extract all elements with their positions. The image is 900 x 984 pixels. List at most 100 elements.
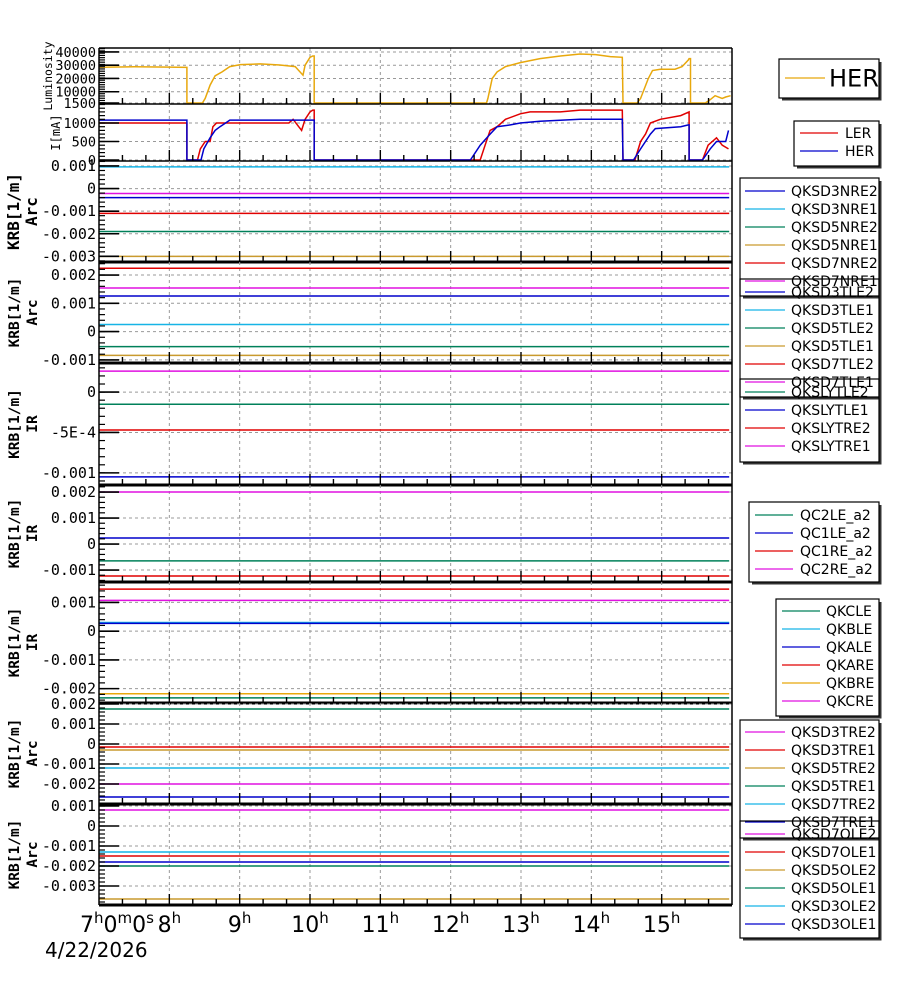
legend-label: QKSD7NRE1 <box>791 274 878 290</box>
panel-7: 0.002 0.001 0 -0.001 -0.002 KRB[1/m] Arc <box>7 695 733 806</box>
y-axis-label: KRB[1/m] <box>7 278 23 348</box>
legend-item: QKSD3TLE1 <box>745 303 874 319</box>
legend-label: QKCRE <box>826 694 874 710</box>
y-tick-label: 0 <box>88 153 96 169</box>
y-tick-label: -0.003 <box>42 877 96 895</box>
legend-item: QC1LE_a2 <box>755 526 871 542</box>
legend-label: QKSD5TRE2 <box>791 761 876 777</box>
y-ticks <box>99 48 119 104</box>
legend-shadow <box>797 124 882 169</box>
y-tick-label: 500 <box>72 135 96 151</box>
y-axis-label: IR <box>25 415 41 433</box>
y-ticks <box>99 486 119 582</box>
y-tick-label: -0.002 <box>42 225 96 243</box>
y-tick-label: 0 <box>87 622 96 640</box>
legend-box <box>739 719 880 839</box>
legend-shadow <box>743 382 882 465</box>
grid <box>99 703 732 804</box>
y-tick-label: -5E-4 <box>51 423 96 441</box>
legend-item: QKSLYTLE2 <box>745 385 869 401</box>
legend-item: QKSD7TRE2 <box>745 797 876 813</box>
legend-item: QKCRE <box>782 694 874 710</box>
y-tick-label: 0 <box>87 383 96 401</box>
legend-panel-4: QKSLYTLE2 QKSLYTLE1 QKSLYTRE2 QKSLYTRE1 <box>739 378 882 465</box>
x-tick-label: 15h <box>643 909 681 938</box>
legend-item: QKSLYTRE2 <box>745 421 871 437</box>
series-group <box>99 491 730 577</box>
y-tick-label: 0 <box>87 323 96 341</box>
legend-panel-7: QKSD3TRE2 QKSD3TRE1 QKSD5TRE2 QKSD5TRE1 QKSD… <box>739 719 882 841</box>
series-her-line <box>99 118 730 161</box>
legend-item: QKSD5OLE1 <box>745 881 876 897</box>
y-tick-label: -0.001 <box>42 561 96 579</box>
legend-label: QKSD3NRE1 <box>791 202 878 218</box>
y-ticks <box>99 160 119 262</box>
y-tick-label: -0.001 <box>42 837 96 855</box>
panel-3: 0.002 0.001 0 -0.001 KRB[1/m] Arc <box>7 262 733 369</box>
legend-label: QKSD3TRE1 <box>791 743 876 759</box>
legend-label: QKSD7OLE2 <box>791 827 876 843</box>
legend-box <box>739 278 880 398</box>
legend-item: QKALE <box>782 640 872 656</box>
chart-panels: 150010000200003000040000Luminosity050010… <box>4 41 733 907</box>
legend-item: QC2RE_a2 <box>755 562 873 578</box>
y-tick-label: 0 <box>87 735 96 753</box>
y-tick-label: -0.002 <box>42 857 96 875</box>
y-tick-label: -0.001 <box>42 651 96 669</box>
legend-box <box>778 58 880 99</box>
legend-item: QC1RE_a2 <box>755 544 873 560</box>
chart-legends: HER LER HER QKSD3NRE2 QKSD3NRE1 QKSD5NRE2 QKSD… <box>739 58 882 941</box>
y-axis-label: KRB[1/m] <box>7 608 23 678</box>
grid <box>99 262 732 363</box>
y-axis-label: Arc <box>25 740 41 766</box>
y-tick-label: 20000 <box>55 71 96 87</box>
legend-label: QKSLYTRE1 <box>791 439 871 455</box>
legend-item: QKSD3OLE1 <box>745 917 876 933</box>
y-tick-label: 10000 <box>55 85 96 101</box>
legend-label: QKSD7TRE2 <box>791 797 876 813</box>
y-axis-label: Arc <box>22 197 41 226</box>
y-tick-label: -0.001 <box>42 202 96 220</box>
legend-item: HER <box>800 144 874 160</box>
series-her-line <box>99 53 731 104</box>
y-tick-label: -0.002 <box>42 775 96 793</box>
legend-item: QKCLE <box>782 604 872 620</box>
legend-label: QKBRE <box>826 676 874 692</box>
legend-label: QKSD5TLE2 <box>791 321 874 337</box>
legend-panel-6: QKCLE QKBLE QKALE QKARE QKBRE QKCRE <box>775 598 882 719</box>
legend-box <box>739 378 880 463</box>
y-tick-label: 40000 <box>55 45 96 61</box>
legend-label: HER <box>845 144 874 160</box>
y-axis-label: I[mA] <box>49 114 63 150</box>
series-group <box>99 53 731 104</box>
panel-6: 0.001 0 -0.001 -0.002 KRB[1/m] IR <box>7 582 733 705</box>
date-label: 4/22/2026 <box>45 938 148 962</box>
legend-panel-5: QC2LE_a2 QC1LE_a2 QC1RE_a2 QC2RE_a2 <box>748 501 882 585</box>
legend-label: QKSD3TLE1 <box>791 303 874 319</box>
x-tick-label: 14h <box>573 909 611 938</box>
legend-label: QKSD5TRE1 <box>791 779 876 795</box>
legend-label: QKSD3OLE2 <box>791 899 876 915</box>
x-axis: 7h0m0s 8h 9h 10h 11h 12h 13h 14h 15h <box>80 909 680 938</box>
legend-label: QC2LE_a2 <box>800 508 871 524</box>
legend-label: QKALE <box>826 640 872 656</box>
y-tick-label: 30000 <box>55 58 96 74</box>
legend-label: QKSD7OLE1 <box>791 845 876 861</box>
legend-item: LER <box>800 126 872 142</box>
y-tick-label: 0.001 <box>51 715 96 733</box>
legend-label: QKSD3TRE2 <box>791 725 876 741</box>
x-ticks <box>121 150 710 161</box>
y-axis-label: KRB[1/m] <box>7 719 23 789</box>
grid <box>99 582 732 703</box>
legend-item: QKSD5OLE2 <box>745 863 876 879</box>
y-ticks <box>99 584 119 701</box>
legend-item: QKBLE <box>782 622 872 638</box>
y-tick-label: 0.001 <box>51 509 96 527</box>
legend-label: QKSD3TLE2 <box>791 285 874 301</box>
legend-label: QKSD7NRE2 <box>791 256 878 272</box>
legend-item: QKSD3TRE1 <box>745 743 876 759</box>
y-axis-label: IR <box>25 634 41 652</box>
series-group <box>99 370 730 478</box>
legend-label: QKBLE <box>826 622 872 638</box>
